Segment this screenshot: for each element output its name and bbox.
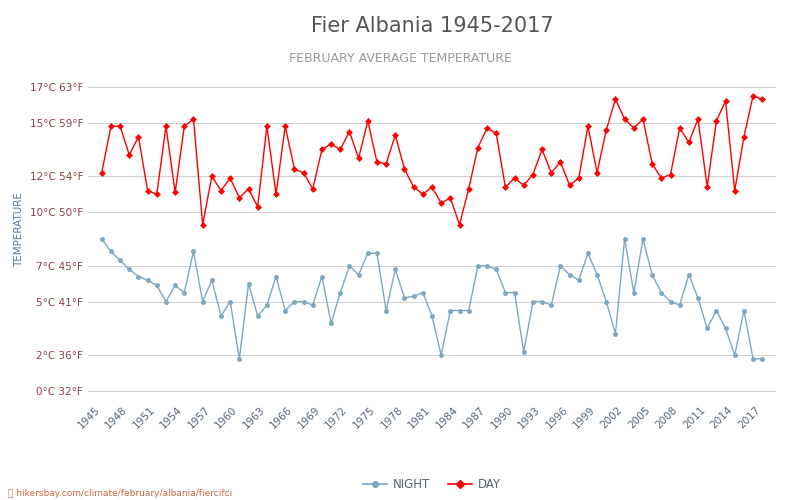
Text: 🔒 hikersbay.com/climate/february/albania/fiercifci: 🔒 hikersbay.com/climate/february/albania… — [8, 488, 232, 498]
Y-axis label: TEMPERATURE: TEMPERATURE — [14, 192, 24, 268]
Text: FEBRUARY AVERAGE TEMPERATURE: FEBRUARY AVERAGE TEMPERATURE — [289, 52, 511, 66]
Legend: NIGHT, DAY: NIGHT, DAY — [358, 474, 506, 496]
Title: Fier Albania 1945-2017: Fier Albania 1945-2017 — [310, 16, 554, 36]
